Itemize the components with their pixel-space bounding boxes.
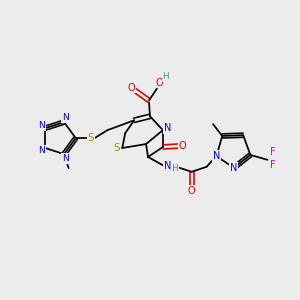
Text: O: O (128, 82, 135, 93)
Text: N: N (38, 146, 45, 155)
Text: O: O (155, 78, 163, 88)
Text: F: F (270, 160, 275, 170)
Text: S: S (113, 143, 120, 153)
Text: H: H (163, 72, 169, 81)
Text: S: S (87, 133, 94, 143)
Text: H: H (172, 164, 178, 173)
Text: N: N (62, 113, 69, 122)
Text: F: F (270, 147, 275, 157)
Text: N: N (62, 154, 69, 163)
Text: N: N (230, 163, 238, 173)
Text: N: N (213, 151, 220, 161)
Text: N: N (164, 161, 172, 171)
Text: O: O (179, 141, 187, 151)
Text: N: N (38, 121, 45, 130)
Text: O: O (188, 186, 195, 196)
Text: N: N (164, 123, 172, 133)
